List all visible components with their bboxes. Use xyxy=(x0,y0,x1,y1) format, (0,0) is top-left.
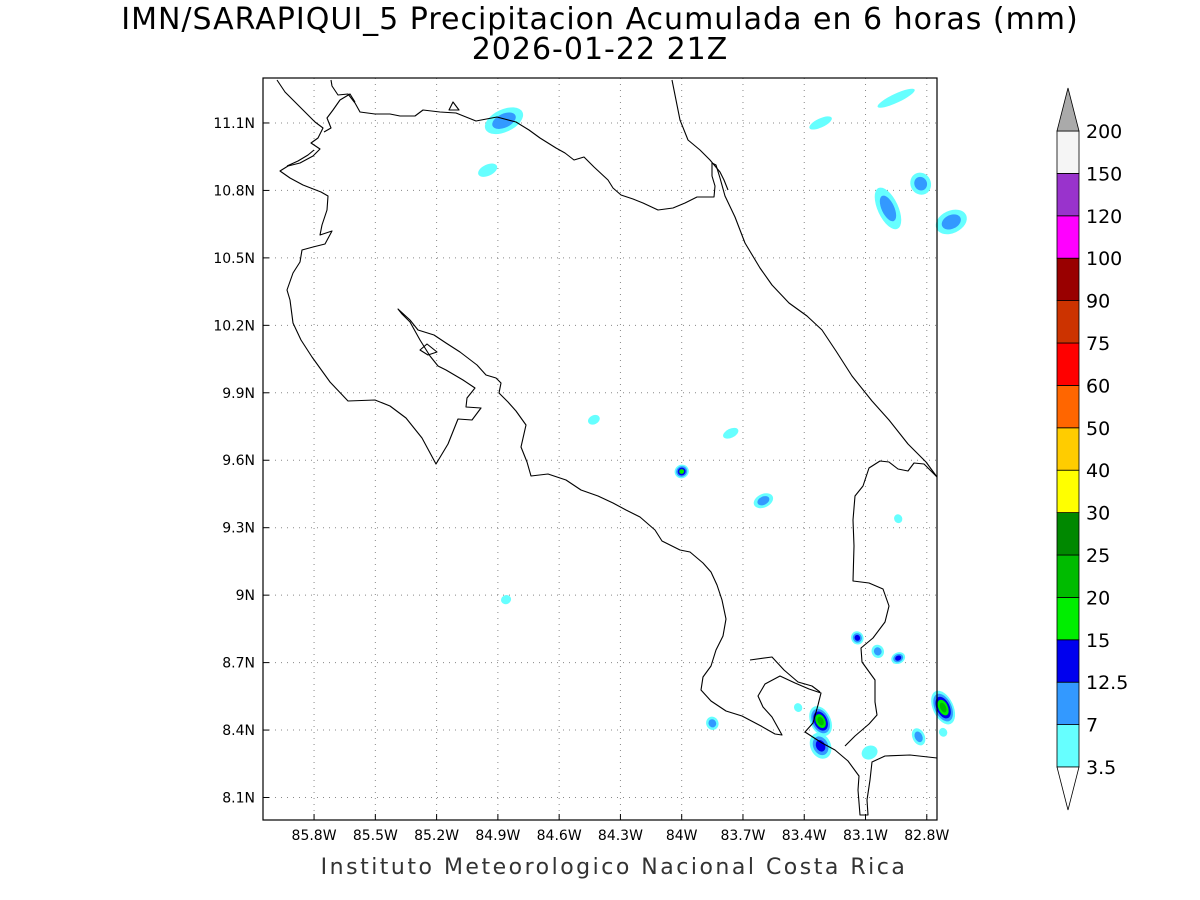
color-legend: 7 12.5 15 20 25 30 40 50 60 75 90 100 120 150 200 3.5 xyxy=(1056,87,1128,811)
precip-cell xyxy=(793,703,803,713)
legend-label: 20 xyxy=(1086,587,1110,609)
precip-cell xyxy=(854,634,861,641)
legend-swatch xyxy=(1056,554,1080,598)
lon-tick-label: 83.4W xyxy=(782,828,827,844)
axis-ticks: 85.8W 85.5W 85.2W 84.9W 84.6W 84.3W 84W 83.7W 83… xyxy=(213,116,949,844)
coastline-segment xyxy=(323,93,356,133)
map-gridlines xyxy=(263,78,937,820)
lon-tick-label: 84W xyxy=(666,828,698,844)
legend-label: 200 xyxy=(1086,121,1122,143)
legend-swatch xyxy=(1056,681,1080,726)
lat-tick-label: 8.4N xyxy=(222,723,255,739)
precip-cell xyxy=(914,731,923,743)
precip-cell xyxy=(938,727,948,737)
legend-swatch xyxy=(1056,342,1080,386)
legend-label: 120 xyxy=(1086,206,1122,228)
lat-tick-label: 9.6N xyxy=(222,453,255,469)
legend-label: 100 xyxy=(1086,248,1122,270)
lat-tick-label: 10.5N xyxy=(213,251,255,267)
precip-cell xyxy=(501,595,512,605)
precip-cell xyxy=(895,655,902,661)
legend-swatch xyxy=(1056,427,1080,471)
precip-cell xyxy=(817,716,824,726)
lat-tick-label: 9N xyxy=(236,588,255,604)
precip-cell xyxy=(877,88,915,108)
coastline-segment xyxy=(749,656,821,693)
legend-swatch xyxy=(1056,215,1080,259)
precip-cell xyxy=(679,469,685,474)
lat-tick-label: 9.9N xyxy=(222,386,255,402)
coastline-segment xyxy=(844,460,938,747)
legend-swatch xyxy=(1056,512,1080,556)
legend-min-label: 3.5 xyxy=(1086,757,1116,779)
legend-label: 60 xyxy=(1086,375,1110,397)
map-frame xyxy=(262,77,938,821)
legend-label: 30 xyxy=(1086,503,1110,525)
institution-credit: Instituto Meteorologico Nacional Costa R… xyxy=(320,855,908,880)
lon-tick-label: 84.3W xyxy=(598,828,643,844)
precip-cell xyxy=(588,414,600,425)
coastline xyxy=(276,79,938,816)
precip-cell xyxy=(873,647,882,656)
legend-label: 150 xyxy=(1086,163,1122,185)
legend-swatch xyxy=(1056,300,1080,344)
lon-tick-label: 85.8W xyxy=(292,828,337,844)
legend-swatch xyxy=(1056,257,1080,302)
precip-cell xyxy=(861,745,878,760)
map-title: IMN/SARAPIQUI_5 Precipitacion Acumulada … xyxy=(121,2,1079,37)
coastline-segment xyxy=(671,79,729,191)
legend-label: 40 xyxy=(1086,460,1110,482)
legend-label: 90 xyxy=(1086,291,1110,313)
coastline-segment xyxy=(448,101,460,111)
legend-under-arrow xyxy=(1056,766,1080,811)
precipitation-field xyxy=(478,88,967,760)
legend-swatch xyxy=(1056,130,1080,174)
legend-swatch xyxy=(1056,597,1080,641)
precip-cell xyxy=(723,427,739,439)
legend-label: 12.5 xyxy=(1086,672,1128,694)
legend-swatch xyxy=(1056,639,1080,683)
legend-label: 15 xyxy=(1086,630,1110,652)
coastline-segment xyxy=(286,149,315,167)
precip-cell xyxy=(809,116,832,130)
lon-tick-label: 84.9W xyxy=(475,828,520,844)
precip-cell xyxy=(894,514,903,524)
lat-tick-label: 8.7N xyxy=(222,656,255,672)
legend-swatch xyxy=(1056,724,1080,768)
lon-tick-label: 84.6W xyxy=(537,828,582,844)
precip-cell xyxy=(879,195,897,222)
precip-cell xyxy=(939,702,947,713)
precip-cell xyxy=(757,496,770,506)
legend-swatch xyxy=(1056,172,1080,217)
precip-cell xyxy=(708,719,717,728)
legend-label: 50 xyxy=(1086,418,1110,440)
lon-tick-label: 85.5W xyxy=(353,828,398,844)
precip-cell xyxy=(478,163,498,177)
legend-label: 25 xyxy=(1086,545,1110,567)
legend-label: 75 xyxy=(1086,333,1110,355)
coastline-segment xyxy=(330,79,938,478)
lat-tick-label: 10.8N xyxy=(213,183,255,199)
legend-swatch xyxy=(1056,384,1080,429)
coastline-segment xyxy=(276,79,938,816)
lon-tick-label: 83.1W xyxy=(843,828,888,844)
legend-label: 7 xyxy=(1086,715,1098,737)
precip-cell xyxy=(941,214,961,230)
lon-tick-label: 82.8W xyxy=(904,828,949,844)
legend-over-arrow xyxy=(1056,87,1080,132)
lat-tick-label: 11.1N xyxy=(213,116,255,132)
lat-tick-label: 10.2N xyxy=(213,318,255,334)
lat-tick-label: 9.3N xyxy=(222,521,255,537)
coastline-segment xyxy=(419,343,438,356)
precip-cell xyxy=(914,176,928,191)
lon-tick-label: 85.2W xyxy=(414,828,459,844)
lat-tick-label: 8.1N xyxy=(222,791,255,807)
precip-cell xyxy=(492,112,516,129)
lon-tick-label: 83.7W xyxy=(720,828,765,844)
legend-swatch xyxy=(1056,469,1080,514)
map-datetime: 2026-01-22 21Z xyxy=(471,32,729,67)
